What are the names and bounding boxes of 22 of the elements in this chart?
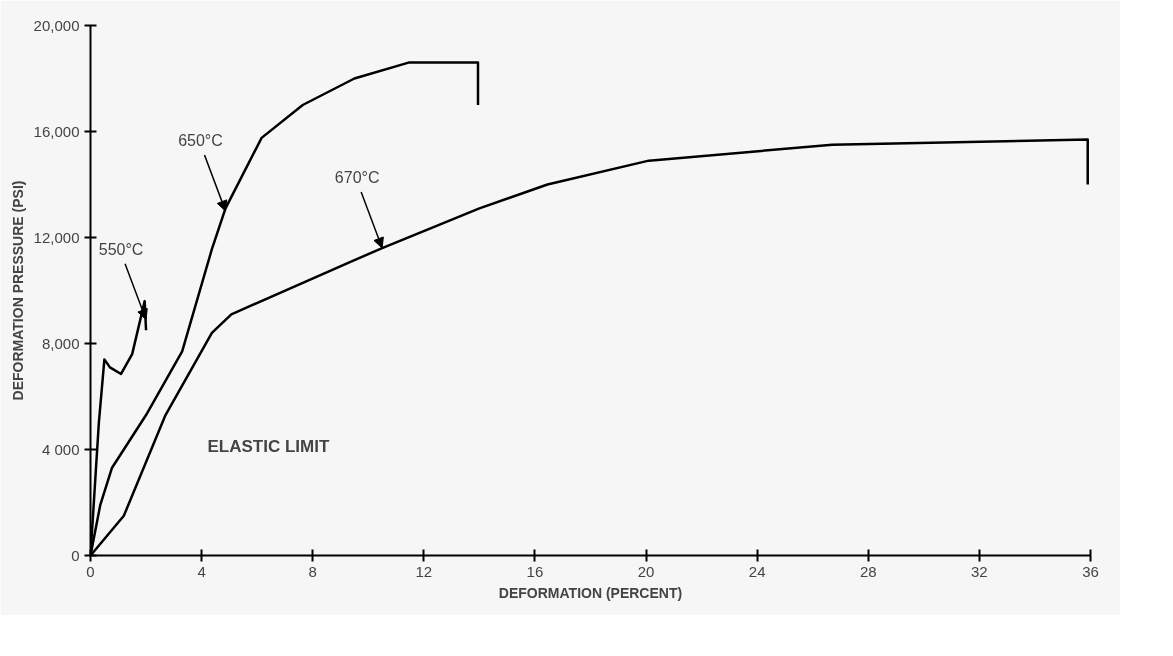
x-tick-label: 0 bbox=[86, 562, 95, 580]
y-axis-title: DEFORMATION PRESSURE (PSI) bbox=[9, 180, 26, 401]
annotation: 650°C bbox=[178, 132, 223, 149]
x-tick-label: 20 bbox=[637, 562, 655, 580]
x-tick-label: 4 bbox=[197, 562, 206, 580]
annotation: ELASTIC LIMIT bbox=[207, 436, 330, 456]
x-tick-label: 8 bbox=[308, 562, 317, 580]
x-tick-label: 24 bbox=[748, 562, 766, 580]
y-tick-label: 8,000 bbox=[41, 335, 80, 352]
x-tick-label: 36 bbox=[1082, 562, 1099, 580]
x-tick-label: 12 bbox=[415, 562, 433, 580]
y-tick-label: 4 000 bbox=[41, 441, 80, 458]
y-tick-label: 12,000 bbox=[33, 229, 80, 246]
annotation: 670°C bbox=[334, 169, 380, 187]
y-tick-label: 16,000 bbox=[33, 123, 80, 140]
x-axis-title: DEFORMATION (PERCENT) bbox=[498, 584, 683, 601]
y-tick-label: 0 bbox=[71, 547, 80, 564]
y-tick-label: 20,000 bbox=[33, 17, 80, 34]
x-tick-label: 32 bbox=[971, 562, 988, 580]
x-tick-label: 16 bbox=[526, 562, 544, 580]
annotation: 550°C bbox=[98, 240, 144, 258]
x-tick-label: 28 bbox=[859, 562, 877, 580]
